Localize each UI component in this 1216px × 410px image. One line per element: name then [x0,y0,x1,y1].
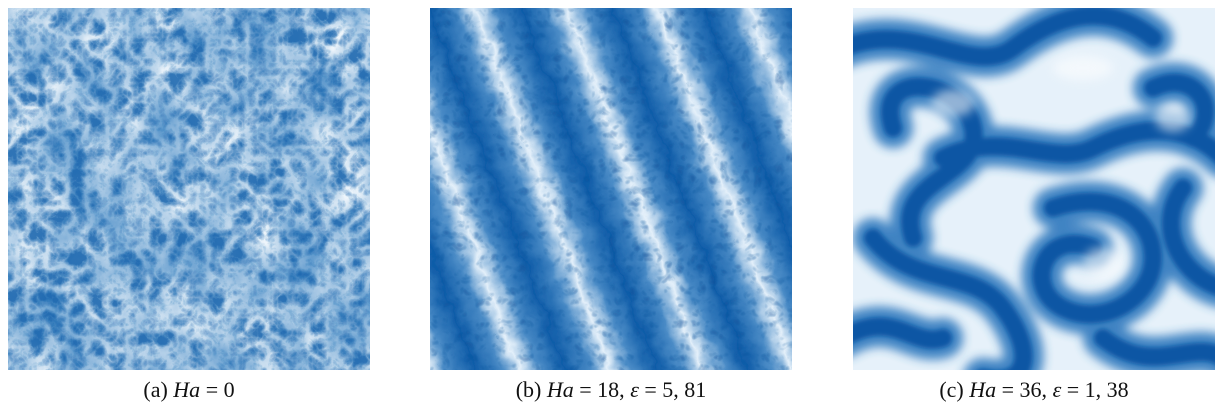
caption-b: (b) Ha = 18, ε = 5, 81 [430,376,792,404]
panel-a-image [8,8,370,370]
panel-a-turbulent-field [8,8,370,370]
caption-a-var: Ha [173,377,201,402]
caption-c-var: Ha [969,377,997,402]
caption-c-rest: = 36, [996,377,1053,402]
caption-a-rest: = 0 [200,377,235,402]
panel-c-labyrinth-field [853,8,1215,370]
caption-c: (c) Ha = 36, ε = 1, 38 [853,376,1215,404]
caption-c-rest2: = 1, 38 [1061,377,1129,402]
caption-b-var2: ε [630,377,639,402]
caption-b-tag: (b) [515,377,542,402]
caption-b-rest: = 18, [573,377,631,402]
caption-c-var2: ε [1052,377,1062,402]
caption-b-rest2: = 5, 81 [638,377,707,402]
caption-a-tag: (a) [143,377,168,402]
caption-a: (a) Ha = 0 [8,376,370,404]
panel-b-image [430,8,792,370]
panel-b-stripe-field [430,8,792,370]
panel-c-image [853,8,1215,370]
caption-b-var: Ha [546,377,574,402]
caption-c-tag: (c) [939,377,964,402]
